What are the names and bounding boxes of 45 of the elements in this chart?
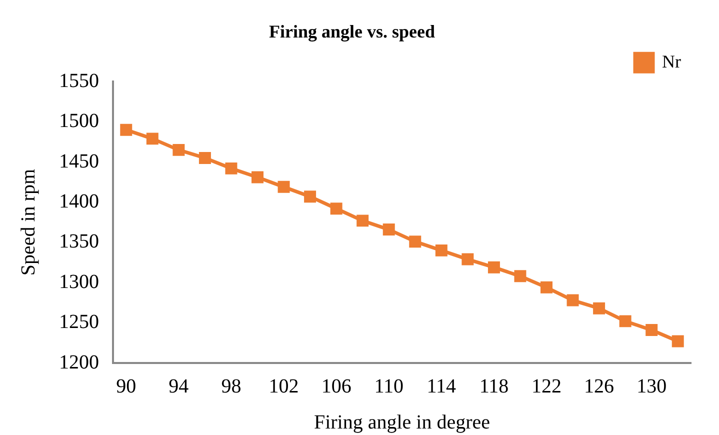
y-tick-label: 1450 — [59, 150, 99, 172]
legend-label: Nr — [662, 51, 682, 72]
point — [462, 253, 474, 266]
point — [225, 162, 238, 174]
point — [540, 281, 552, 294]
y-tick-label: 1500 — [59, 110, 99, 132]
x-tick-label: 90 — [116, 375, 136, 398]
point — [356, 214, 369, 227]
x-axis-title: Firing angle in degree — [314, 411, 490, 434]
point — [514, 270, 526, 282]
point — [278, 180, 290, 193]
x-tick-label: 130 — [636, 375, 667, 398]
point — [409, 236, 422, 248]
y-axis-title: Speed in rpm — [17, 168, 40, 276]
y-tick-label: 1300 — [59, 270, 99, 293]
x-tick-label: 98 — [221, 375, 242, 398]
point — [252, 171, 264, 184]
x-tick-label: 118 — [479, 375, 509, 398]
point — [566, 294, 579, 306]
y-tick-label: 1350 — [59, 230, 99, 253]
point — [488, 261, 500, 274]
point — [646, 324, 658, 336]
point — [172, 144, 185, 156]
x-tick-label: 126 — [584, 375, 614, 398]
point — [120, 124, 132, 136]
y-tick-label: 1200 — [59, 351, 99, 374]
chart-title: Firing angle vs. speed — [268, 21, 436, 42]
y-tick-label: 1400 — [59, 190, 99, 212]
point — [672, 335, 684, 348]
x-tick-label: 110 — [374, 375, 404, 398]
point — [435, 244, 448, 256]
x-tick-label: 122 — [532, 375, 562, 398]
point — [198, 152, 211, 164]
x-tick-label: 102 — [268, 375, 299, 398]
point — [304, 190, 316, 203]
point — [619, 315, 632, 328]
point — [330, 202, 342, 215]
point — [593, 302, 606, 314]
x-tick-label: 114 — [426, 375, 456, 398]
x-tick-label: 106 — [321, 375, 352, 398]
point — [146, 132, 158, 145]
x-tick-label: 94 — [168, 375, 189, 398]
point — [382, 224, 395, 236]
y-tick-label: 1250 — [59, 311, 99, 334]
y-tick-label: 1550 — [59, 70, 99, 92]
